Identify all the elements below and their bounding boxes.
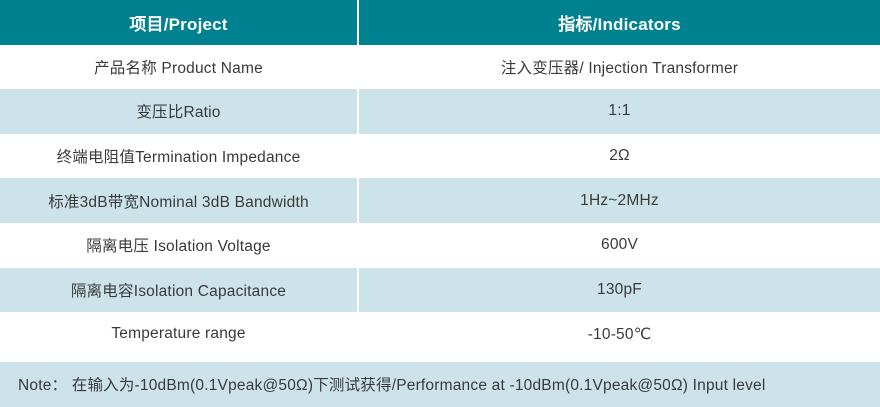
table-row-3db-bandwidth: 标准3dB带宽Nominal 3dB Bandwidth 1Hz~2MHz [0, 178, 880, 223]
indicator-cell: 2Ω [359, 133, 880, 179]
note-row: Note： 在输入为-10dBm(0.1Vpeak@50Ω)下测试获得/Perf… [0, 361, 880, 407]
project-cell: 终端电阻值Termination Impedance [0, 133, 357, 179]
indicator-cell: 600V [359, 222, 880, 268]
note-text: Note： 在输入为-10dBm(0.1Vpeak@50Ω)下测试获得/Perf… [18, 377, 766, 395]
project-cell: 隔离电容Isolation Capacitance [0, 267, 357, 313]
project-cell: 产品名称 Product Name [0, 44, 357, 90]
project-cell: 标准3dB带宽Nominal 3dB Bandwidth [0, 178, 357, 223]
header-cell-project: 项目/Project [0, 0, 357, 45]
indicator-cell: 1:1 [359, 89, 880, 134]
table-row-isolation-capacitance: 隔离电容Isolation Capacitance 130pF [0, 267, 880, 313]
indicator-cell: 1Hz~2MHz [359, 178, 880, 223]
table-row-isolation-voltage: 隔离电压 Isolation Voltage 600V [0, 222, 880, 268]
table-row-product-name: 产品名称 Product Name 注入变压器/ Injection Trans… [0, 44, 880, 90]
project-cell: 变压比Ratio [0, 89, 357, 134]
table-row-termination-impedance: 终端电阻值Termination Impedance 2Ω [0, 133, 880, 179]
indicator-cell: -10-50℃ [359, 312, 880, 357]
table-header-row: 项目/Project 指标/Indicators [0, 0, 880, 45]
project-cell: 隔离电压 Isolation Voltage [0, 222, 357, 268]
header-cell-indicators: 指标/Indicators [359, 0, 880, 45]
table-row-temperature-range: Temperature range -10-50℃ [0, 312, 880, 357]
table-row-ratio: 变压比Ratio 1:1 [0, 89, 880, 134]
indicator-cell: 130pF [359, 267, 880, 313]
project-cell: Temperature range [0, 312, 357, 357]
indicator-cell: 注入变压器/ Injection Transformer [359, 44, 880, 90]
